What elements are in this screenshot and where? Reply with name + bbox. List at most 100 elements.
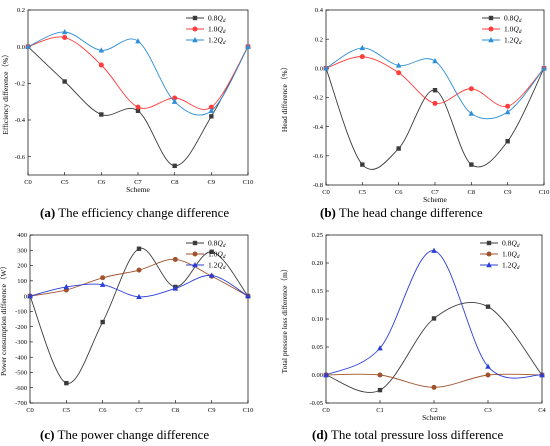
legend-value: 1.0 [208, 25, 218, 34]
series-0.8 [323, 66, 547, 170]
x-axis-title: Scheme [126, 185, 150, 194]
y-tick-label: 0.05 [312, 344, 323, 351]
legend-swatch-marker [192, 251, 198, 257]
y-tick-label: 0 [24, 293, 27, 300]
legend-q-subscript: d [517, 243, 520, 249]
legend-q-symbol: Q [217, 36, 223, 45]
x-tick-label: C2 [430, 407, 438, 414]
y-tick-label: -300 [15, 339, 27, 346]
data-point [505, 103, 511, 109]
caption-pressure: (d) The total pressure loss difference [312, 427, 503, 443]
y-tick-label: -200 [15, 324, 27, 331]
x-tick-label: C1 [376, 407, 384, 414]
series-1.2 [323, 44, 547, 120]
legend-q-symbol: Q [511, 261, 517, 270]
data-point [396, 146, 401, 151]
data-point [100, 275, 106, 281]
series-1.2 [25, 29, 251, 116]
legend-label: 0.8Qd [208, 239, 226, 250]
data-point [172, 95, 178, 101]
caption-prefix: (b) [320, 205, 336, 220]
efficiency-chart: -0.6 -0.4 -0.2 0.0 0.2 C0 C5 C6 C7 C8 C9 C10 Scheme E… [1, 7, 253, 194]
data-point [485, 304, 491, 309]
data-point [172, 256, 178, 262]
legend-swatch-marker [486, 251, 492, 257]
legend-label: 0.8Qd [502, 239, 520, 250]
x-tick-label: C4 [538, 407, 546, 414]
caption-text: The power change difference [57, 427, 210, 442]
data-point [25, 43, 31, 49]
data-point [432, 100, 438, 106]
data-point [99, 281, 106, 287]
legend-label: 1.0Qd [502, 250, 520, 261]
x-tick-label: C6 [99, 407, 107, 414]
legend-q-symbol: Q [217, 14, 223, 23]
legend-q-subscript: d [223, 29, 226, 35]
y-tick-label: -400 [15, 354, 27, 361]
legend-q-symbol: Q [511, 250, 517, 259]
data-point [172, 285, 179, 291]
legend-swatch-marker [192, 240, 198, 246]
x-tick-label: C7 [135, 407, 143, 414]
data-point [377, 345, 383, 351]
data-point [504, 109, 511, 115]
data-point [136, 293, 142, 300]
legend-swatch-marker [192, 262, 198, 268]
y-tick-label: -0.6 [15, 154, 26, 161]
legend-value: 1.0 [208, 250, 218, 259]
y-axis-title: Total pressure loss difference（m） [280, 265, 289, 374]
series-1.2 [27, 272, 251, 300]
data-point [539, 372, 545, 378]
legend-swatch-marker [192, 37, 198, 43]
legend-value: 0.8 [208, 239, 218, 248]
data-point [360, 162, 365, 167]
y-tick-label: 0.0 [315, 66, 323, 73]
legend-q-subscript: d [223, 243, 226, 249]
legend-q-symbol: Q [513, 14, 519, 23]
x-axis-title: Scheme [422, 413, 446, 422]
legend-label: 1.2Qd [208, 36, 226, 47]
data-point [98, 62, 104, 68]
y-tick-label: -600 [15, 385, 27, 392]
x-tick-label: C0 [322, 189, 330, 196]
y-tick-label: -100 [15, 309, 27, 316]
caption-text: The head change difference [338, 205, 483, 220]
pressure-chart: -0.05 0.00 0.05 0.10 0.15 0.20 0.25 C0 C1 C2 C3 C4 S… [280, 232, 547, 422]
y-tick-label: 0.10 [312, 316, 323, 323]
legend-q-subscript: d [519, 18, 522, 24]
y-tick-label: -0.2 [313, 95, 323, 102]
legend-label: 1.0Qd [208, 25, 226, 35]
legend-swatch-marker [488, 15, 494, 21]
y-tick-label: 400 [17, 232, 27, 239]
legend-value: 0.8 [504, 14, 514, 23]
y-tick-label: 300 [17, 247, 27, 254]
x-tick-label: C6 [395, 189, 403, 196]
data-point [505, 139, 510, 144]
y-tick-label: 0.20 [312, 260, 323, 267]
x-tick-label: C0 [24, 179, 32, 186]
data-point [469, 162, 474, 167]
data-point [468, 110, 475, 116]
data-point [62, 79, 67, 84]
legend-label: 1.2Qd [504, 36, 522, 47]
legend-q-subscript: d [223, 254, 226, 260]
x-tick-label: C9 [208, 407, 216, 414]
series-line [325, 250, 543, 379]
chart-panel-efficiency: -0.6 -0.4 -0.2 0.0 0.2 C0 C5 C6 C7 C8 C9 C10 Scheme E… [0, 0, 275, 200]
x-tick-label: C0 [322, 407, 330, 414]
data-point [541, 65, 547, 71]
legend-q-symbol: Q [217, 239, 223, 248]
legend-q-subscript: d [223, 265, 226, 271]
legend-q-subscript: d [517, 254, 520, 260]
caption-power: (c) The power change difference [40, 427, 209, 443]
y-tick-label: -500 [15, 370, 27, 377]
legend-swatch-marker [486, 240, 492, 246]
y-tick-label: 0.25 [312, 232, 323, 239]
power-chart: -700 -600 -500 -400 -300 -200 -100 0 100 200 300 40… [0, 232, 253, 414]
caption-text: The total pressure loss difference [330, 427, 504, 442]
legend-value: 0.8 [208, 14, 218, 23]
data-point [99, 112, 104, 117]
